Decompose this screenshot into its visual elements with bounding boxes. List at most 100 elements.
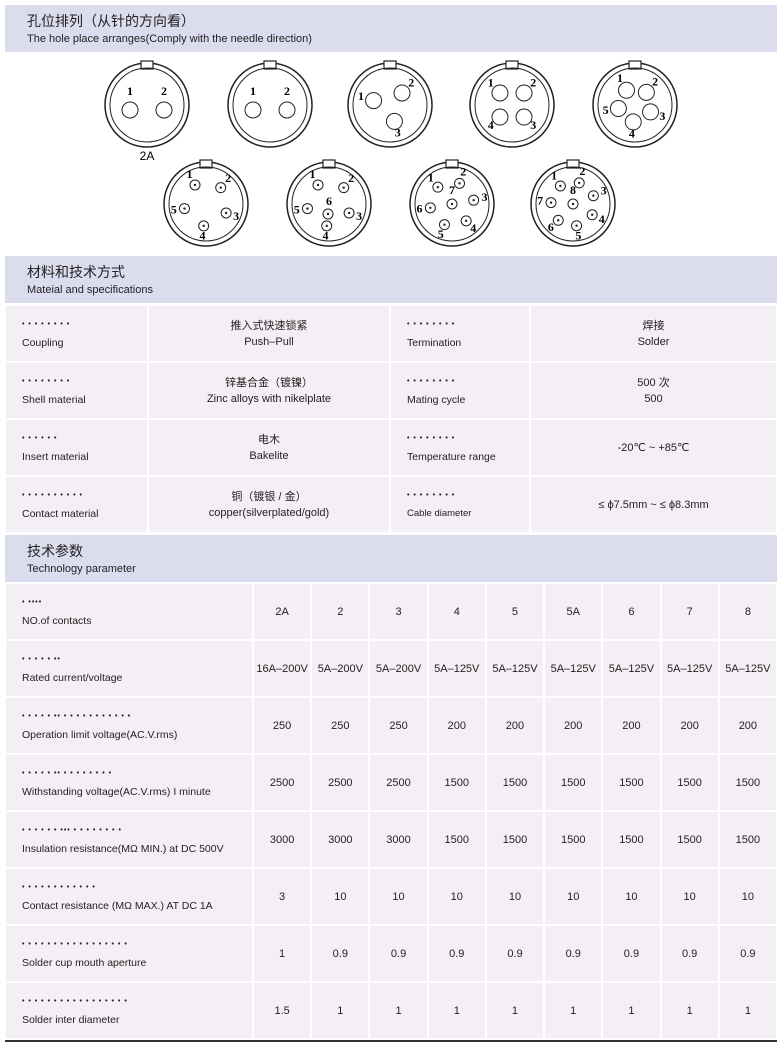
connector-key: [566, 159, 580, 169]
section-subtitle: The hole place arranges(Comply with the …: [27, 33, 312, 45]
pin-number: 1: [428, 170, 434, 184]
param-value: 3000: [269, 833, 295, 846]
param-value-cell: 10: [544, 868, 603, 925]
param-value: 10: [625, 890, 638, 903]
param-value-cell: 10: [485, 868, 545, 925]
param-value: 1: [511, 1004, 519, 1017]
spec-value: 焊接: [642, 319, 665, 332]
param-value-cell: 250: [311, 697, 370, 754]
pin-dot: [592, 194, 595, 197]
pin-dot: [578, 181, 581, 185]
param-value-cell: 5A–125V: [485, 640, 545, 697]
connector-key: [263, 60, 277, 70]
param-value: 250: [272, 719, 292, 732]
spec-label: Temperature range: [407, 451, 496, 463]
param-value-cell: 250: [253, 697, 312, 754]
pin-number: 1: [551, 169, 557, 183]
param-value: 2A: [275, 605, 289, 618]
section-header: 技术参数 Technology parameter: [5, 535, 777, 582]
param-label: Solder cup mouth aperture: [22, 957, 147, 969]
param-value-cell: 10: [718, 868, 777, 925]
connector-caption: 2A: [140, 149, 155, 163]
spec-label: Cable diameter: [407, 508, 472, 519]
param-value-cell: 5A–125V: [660, 640, 719, 697]
pin-hole: [624, 113, 642, 131]
spec-label: Coupling: [22, 337, 64, 349]
pin-dot: [219, 186, 222, 189]
label-dots: • • • • • • • •: [407, 378, 456, 385]
param-value-cell: 3: [253, 868, 312, 925]
pin-number: 5: [171, 203, 177, 217]
param-value-cell: 3000: [253, 811, 312, 868]
spec-value: Bakelite: [249, 449, 289, 462]
section-subtitle: Mateial and specifications: [27, 284, 153, 296]
pin-hole: [642, 103, 660, 121]
connector-body: [469, 62, 555, 148]
param-value-cell: 2: [311, 583, 370, 640]
pin-number: 2: [161, 84, 167, 98]
connector-key: [628, 60, 642, 70]
param-value-cell: 0.9: [485, 925, 545, 982]
param-value: 0.9: [623, 947, 640, 960]
param-value: 1500: [502, 776, 528, 789]
spec-value-cell: 推入式快速锁紧 Push–Pull: [148, 305, 390, 362]
param-value-cell: 7: [660, 583, 719, 640]
spec-value: 铜（镀银 / 金）: [231, 490, 307, 503]
param-value: 5A–125V: [550, 662, 596, 675]
connector-key: [383, 60, 397, 70]
param-value: 8: [744, 605, 751, 618]
param-value: 2500: [328, 776, 353, 789]
param-value-cell: 2500: [369, 754, 428, 811]
spec-value-cell: 电木 Bakelite: [148, 419, 390, 476]
pin-dot: [429, 206, 432, 210]
pin-hole: [491, 108, 509, 126]
pin-number: 2: [408, 76, 414, 90]
param-value: 1: [570, 1004, 577, 1017]
pin-dot: [557, 219, 560, 222]
section-header: 孔位排列（从针的方向看） The hole place arranges(Comp…: [5, 5, 777, 52]
bottom-rule: [5, 1040, 777, 1042]
param-value-cell: 1500: [544, 811, 603, 868]
param-value-cell: 1500: [718, 811, 777, 868]
param-value: 3: [279, 890, 286, 903]
spec-value: Solder: [637, 335, 670, 348]
pin-number: 5: [294, 203, 300, 217]
param-value-cell: 200: [544, 697, 603, 754]
spec-value-cell: ≤ ϕ7.5mm ~ ≤ ϕ8.3mm: [530, 476, 777, 533]
param-value: 1: [279, 947, 286, 960]
spec-label-cell: • • • • • • • • Shell material: [5, 362, 148, 419]
pin-dot: [183, 207, 186, 210]
label-dots: • ••••: [22, 599, 43, 606]
param-label-cell: • • • • • • ••• • • • • • • • • Insulatio…: [5, 811, 253, 868]
param-value-cell: 8: [718, 583, 777, 640]
param-value: 1: [628, 1004, 635, 1017]
param-value-cell: 1: [485, 982, 545, 1039]
pin-hole: [278, 101, 296, 119]
pin-number: 1: [358, 89, 364, 103]
pin-dot: [436, 185, 440, 189]
pin-number: 7: [449, 183, 455, 197]
pin-number: 4: [323, 229, 329, 243]
param-label: Contact resistance (MΩ MAX.) AT DC 1A: [22, 900, 213, 912]
connector-inner: [414, 166, 490, 242]
pin-hole: [121, 101, 139, 119]
param-value-cell: 1500: [544, 754, 603, 811]
spec-value-cell: 铜（镀银 / 金） copper(silverplated/gold): [148, 476, 390, 533]
param-value-cell: 10: [369, 868, 428, 925]
connector-body: [347, 62, 433, 148]
pin-hole: [609, 100, 627, 118]
param-value: 10: [567, 890, 580, 903]
pin-number: 3: [481, 190, 487, 204]
param-value-cell: 1: [718, 982, 777, 1039]
param-value-cell: 1500: [427, 754, 486, 811]
param-value-cell: 1: [427, 982, 486, 1039]
pin-number: 5: [575, 228, 581, 242]
section-header: 材料和技术方式 Mateial and specifications: [5, 256, 777, 303]
section-title: 技术参数: [27, 543, 83, 559]
param-value: 5: [511, 605, 519, 618]
param-label-cell: • • • • • •• • • • • • • • • Withstanding…: [5, 754, 253, 811]
pin-hole: [365, 92, 383, 110]
spec-label: Shell material: [22, 394, 86, 406]
